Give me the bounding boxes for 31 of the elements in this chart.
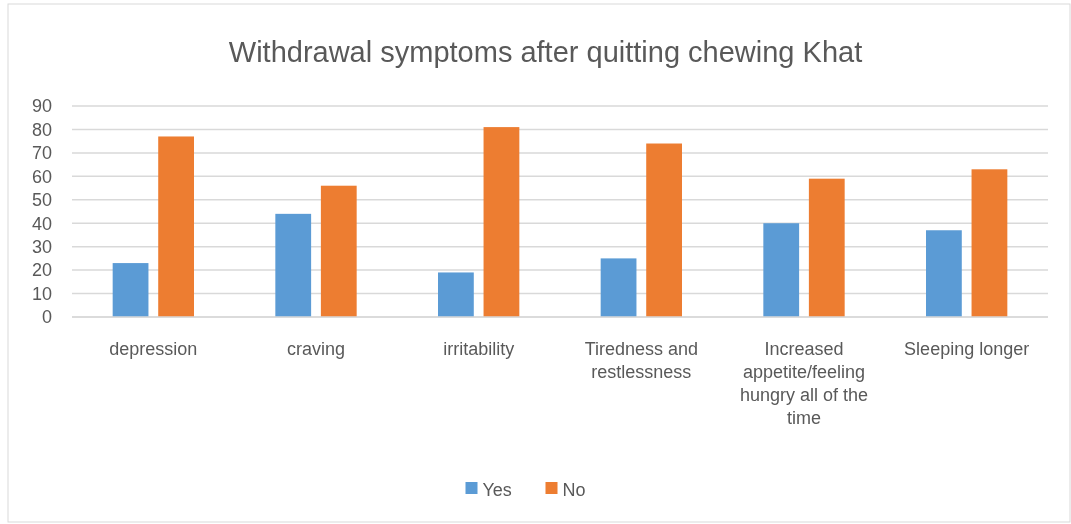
bar [320, 185, 357, 317]
y-tick-label: 80 [31, 119, 52, 140]
y-tick-label: 10 [31, 283, 52, 304]
bar [971, 169, 1008, 317]
bar [112, 263, 149, 317]
x-tick-label: Tiredness and restlessness [584, 339, 699, 382]
x-tick-label: craving [286, 339, 346, 359]
y-tick-label: 30 [31, 236, 52, 257]
y-tick-label: 40 [31, 213, 52, 234]
y-tick-label: 90 [31, 96, 52, 117]
bar [646, 143, 682, 317]
bar [275, 213, 312, 317]
bar [926, 230, 962, 317]
chart-title: Withdrawal symptoms after quitting chewing Khat [228, 36, 863, 68]
legend-label: No [562, 480, 586, 501]
legend-label: Yes [482, 480, 512, 501]
x-tick-label: Sleeping longer [904, 339, 1030, 359]
bar [483, 127, 520, 317]
y-tick-label: 20 [31, 260, 52, 281]
x-tick-label: Increased appetite/feeling hungry all of the time [739, 339, 869, 428]
y-tick-label: 70 [31, 143, 52, 164]
bar [158, 136, 194, 317]
bar [438, 272, 474, 317]
bar [763, 223, 800, 317]
bar [808, 178, 845, 317]
y-tick-label: 60 [31, 166, 52, 187]
y-tick-label: 50 [31, 190, 52, 211]
bar [600, 258, 637, 317]
y-tick-label: 0 [41, 307, 52, 328]
x-tick-label: depression [109, 339, 198, 359]
x-tick-label: irritability [443, 339, 515, 359]
